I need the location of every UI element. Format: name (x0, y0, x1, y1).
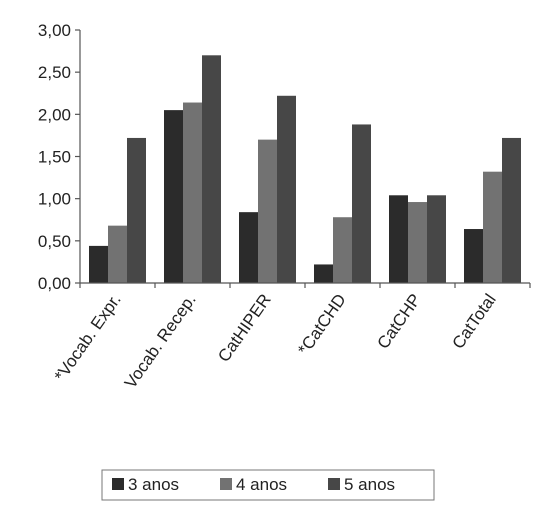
bar-3-anos-1 (164, 110, 183, 283)
bar-4-anos-1 (183, 102, 202, 283)
bar-5-anos-4 (427, 195, 446, 283)
legend-label: 5 anos (344, 475, 395, 494)
bar-3-anos-3 (314, 264, 333, 283)
y-tick-label: 1,00 (38, 190, 71, 209)
y-axis: 0,00 0,50 1,00 1,50 2,00 2,50 3,00 (38, 21, 81, 293)
bar-4-anos-4 (408, 202, 427, 283)
legend-box (101, 469, 435, 501)
legend-label: 4 anos (236, 475, 287, 494)
y-tick-label: 2,00 (38, 105, 71, 124)
legend-swatch (328, 478, 340, 490)
y-tick-label: 2,50 (38, 63, 71, 82)
y-tick-label: 1,50 (38, 148, 71, 167)
y-tick-label: 0,00 (38, 274, 71, 293)
x-category-label: Vocab. Recep. (121, 290, 200, 391)
x-category-label: *Vocab. Expr. (51, 290, 125, 385)
x-category-label: CatTotal (448, 290, 499, 352)
bar-4-anos-5 (483, 171, 502, 283)
bar-4-anos-3 (333, 217, 352, 283)
legend-swatch (112, 478, 124, 490)
x-axis: *Vocab. Expr.Vocab. Recep. CatHIPER *CatCH… (51, 282, 531, 392)
x-category-label: CatCHP (373, 290, 424, 352)
bar-4-anos-2 (258, 139, 277, 283)
bar-3-anos-4 (389, 195, 408, 283)
bar-5-anos-1 (202, 55, 221, 283)
y-tick-label: 3,00 (38, 21, 71, 40)
legend-label: 3 anos (128, 475, 179, 494)
bar-5-anos-2 (277, 95, 296, 283)
legend: 3 anos 4 anos 5 anos (101, 469, 435, 501)
bar-4-anos-0 (108, 225, 127, 283)
x-category-label: *CatCHD (294, 290, 350, 358)
bar-5-anos-5 (502, 137, 521, 283)
bar-5-anos-0 (127, 137, 146, 283)
legend-swatch (220, 478, 232, 490)
bar-3-anos-2 (239, 212, 258, 283)
x-category-label: CatHIPER (214, 290, 275, 365)
y-tick-label: 0,50 (38, 232, 71, 251)
bar-5-anos-3 (352, 124, 371, 283)
bars (89, 55, 521, 283)
bar-3-anos-0 (89, 245, 108, 283)
bar-3-anos-5 (464, 229, 483, 283)
